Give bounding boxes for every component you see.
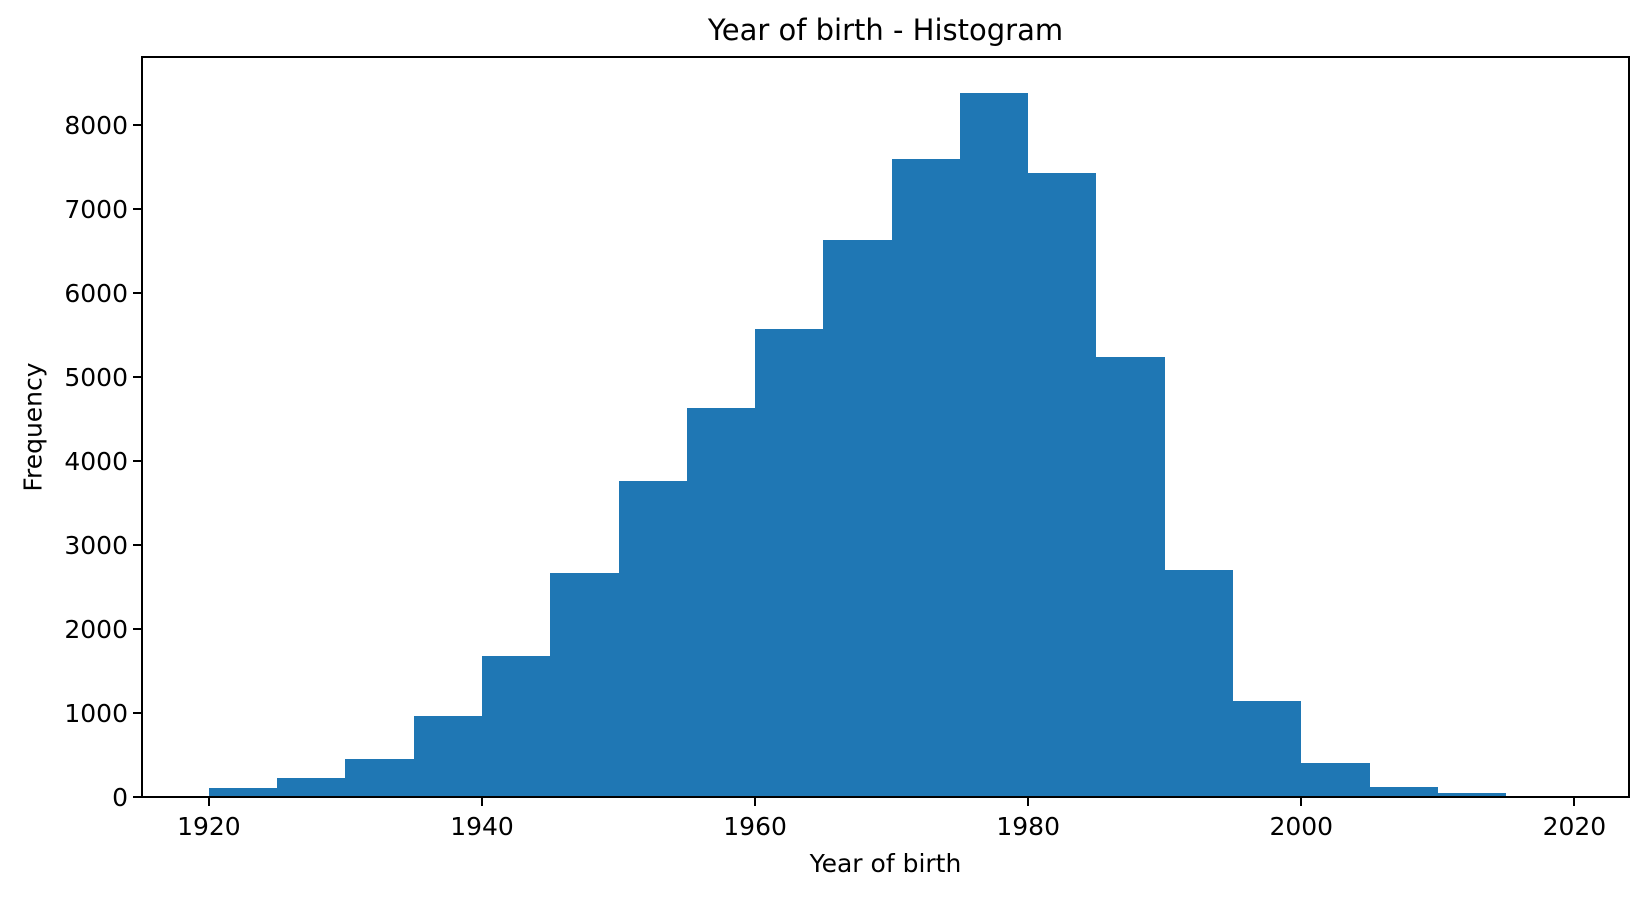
x-tick-mark	[481, 798, 483, 806]
histogram-bar	[1028, 172, 1097, 797]
y-axis-label: Frequency	[18, 362, 48, 492]
x-axis-label: Year of birth	[809, 849, 962, 878]
y-tick-mark	[133, 376, 141, 379]
y-tick-label: 6000	[64, 278, 128, 308]
histogram-bar	[1164, 570, 1233, 797]
x-tick-label: 1940	[450, 812, 514, 841]
x-tick-label: 2020	[1542, 812, 1607, 841]
y-tick-label: 1000	[64, 698, 128, 728]
x-tick-label: 1980	[996, 812, 1060, 841]
histogram-bar	[277, 778, 346, 797]
histogram-bar	[823, 240, 892, 797]
x-tick-label: 2000	[1269, 812, 1334, 841]
histogram-bar	[618, 481, 687, 797]
x-tick-mark	[1573, 798, 1576, 806]
x-tick-mark	[754, 798, 757, 806]
y-tick-mark	[133, 124, 141, 127]
histogram-bar	[686, 408, 756, 797]
y-tick-label: 4000	[64, 446, 128, 476]
x-tick-label: 1960	[723, 812, 787, 841]
histogram-bar	[1437, 793, 1507, 797]
x-tick-mark	[1027, 798, 1030, 806]
y-tick-mark	[133, 292, 141, 295]
y-tick-mark	[133, 544, 141, 546]
histogram-bar	[1301, 762, 1370, 797]
y-tick-label: 2000	[64, 614, 128, 644]
histogram-bar	[413, 715, 482, 797]
y-tick-label: 3000	[64, 530, 128, 560]
y-tick-mark	[133, 628, 141, 630]
chart-title: Year of birth - Histogram	[707, 13, 1064, 47]
histogram-bar	[1233, 700, 1302, 797]
x-tick-mark	[1300, 798, 1303, 806]
y-tick-mark	[133, 208, 141, 211]
x-tick-mark	[207, 798, 210, 806]
y-tick-mark	[133, 712, 141, 714]
x-tick-label: 1920	[177, 812, 241, 841]
histogram-bar	[891, 159, 960, 797]
histogram-bar	[1096, 356, 1165, 797]
histogram-bar	[482, 655, 551, 797]
histogram-bar	[959, 93, 1029, 797]
y-tick-label: 5000	[64, 362, 128, 392]
histogram-bar	[550, 573, 619, 797]
y-tick-label: 7000	[64, 194, 128, 224]
histogram-bar	[755, 329, 824, 797]
y-tick-mark	[133, 460, 141, 463]
y-tick-mark	[133, 796, 141, 798]
histogram-bar	[1369, 786, 1438, 797]
histogram-bar	[208, 788, 278, 797]
histogram-bar	[345, 759, 414, 797]
y-tick-label: 0	[112, 782, 128, 812]
y-tick-label: 8000	[64, 110, 128, 140]
